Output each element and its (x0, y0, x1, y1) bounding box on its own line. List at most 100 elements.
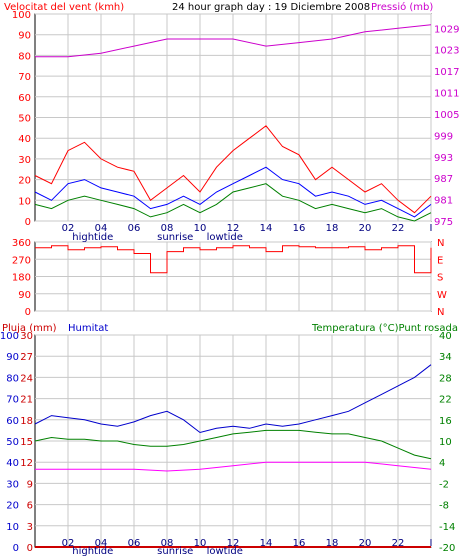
x-tick-label: 08 (161, 538, 174, 549)
y-tick-label-rain: 30 (20, 331, 33, 342)
tick-labels: 0102030405060708090100975981987993999100… (0, 10, 459, 556)
y-tick-label-wind: 50 (18, 114, 31, 125)
y-tick-label-wind: 40 (18, 134, 31, 145)
x-annotation-label: sunrise (157, 232, 193, 243)
y-tick-label-pressure: 1017 (434, 67, 459, 78)
x-tick-label: 10 (194, 223, 207, 234)
x-tick-label: 04 (95, 223, 108, 234)
y-tick-label-temperature: 34 (439, 352, 452, 363)
y-tick-label-direction: 360 (12, 238, 31, 249)
y-tick-label-wind: 30 (18, 155, 31, 166)
y-tick-label-temperature: -20 (439, 543, 455, 554)
y-tick-label-pressure: 1023 (434, 46, 459, 57)
series-direction (35, 245, 432, 274)
y-tick-label-humidity: 70 (6, 395, 19, 406)
y-tick-label-direction: 0 (25, 307, 31, 318)
x-tick-label: 16 (293, 538, 306, 549)
y-tick-label-pressure: 993 (434, 153, 453, 164)
x-tick-label: 06 (128, 538, 141, 549)
x-tick-label: 02 (62, 538, 75, 549)
y-tick-label-pressure: 1011 (434, 89, 459, 100)
series-pressure (35, 24, 432, 58)
series-average (34, 166, 432, 218)
y-tick-label-wind: 70 (18, 72, 31, 83)
y-tick-label-rain: 9 (27, 479, 33, 490)
x-tick-label: 08 (161, 223, 174, 234)
x-tick-label: 16 (293, 223, 306, 234)
y-tick-label-wind: 90 (18, 31, 31, 42)
y-tick-label-temperature: 40 (439, 331, 452, 342)
x-annotation-label: lowtide (207, 232, 243, 243)
series-temperature (34, 429, 432, 460)
y-tick-label-temperature: -14 (439, 522, 455, 533)
x-annotation-label: hightide (72, 546, 113, 556)
y-tick-label-humidity: 60 (6, 416, 19, 427)
x-tick-label: 22 (392, 223, 405, 234)
y-tick-label-temperature: 16 (439, 416, 452, 427)
series-low (34, 183, 432, 222)
y-tick-label-pressure: 975 (434, 217, 453, 228)
x-annotation-label: lowtide (207, 546, 243, 556)
y-tick-label-pressure: 1029 (434, 24, 459, 35)
y-tick-label-temperature: 28 (439, 373, 452, 384)
series-humidity (34, 364, 432, 434)
x-tick-label: 06 (128, 223, 141, 234)
y-tick-label-humidity: 30 (6, 479, 19, 490)
y-tick-label-humidity: 20 (6, 501, 19, 512)
y-tick-label-rain: 12 (20, 458, 33, 469)
y-tick-label-humidity: 90 (6, 352, 19, 363)
x-tick-label: I (430, 223, 433, 234)
x-tick-label: 12 (227, 538, 240, 549)
temperature-dewpoint-label: Temperatura (°C)Punt rosada (311, 323, 458, 334)
pressure-axis-label: Pressió (mb) (371, 1, 433, 13)
y-tick-label-humidity: 100 (0, 331, 19, 342)
y-tick-label-wind: 80 (18, 51, 31, 62)
series-gust (34, 125, 432, 214)
x-tick-label: 14 (260, 223, 273, 234)
y-tick-label-rain: 3 (27, 522, 33, 533)
y-tick-label-temperature: -2 (439, 479, 449, 490)
x-tick-label: 02 (62, 223, 75, 234)
y-tick-label-wind: 60 (18, 93, 31, 104)
x-tick-label: 12 (227, 223, 240, 234)
y-tick-label-humidity: 40 (6, 458, 19, 469)
y-tick-label-humidity: 50 (6, 437, 19, 448)
y-tick-label-compass: W (437, 290, 447, 301)
y-tick-label-rain: 18 (20, 416, 33, 427)
series-dewpoint (35, 461, 432, 472)
y-tick-label-rain: 15 (20, 437, 33, 448)
y-tick-label-pressure: 1005 (434, 110, 459, 121)
rain-axis-label: Pluja (mm) (2, 323, 57, 334)
y-tick-label-wind: 100 (12, 10, 31, 21)
x-tick-label: 18 (326, 538, 339, 549)
x-tick-label: 22 (392, 538, 405, 549)
y-tick-label-rain: 0 (27, 543, 33, 554)
y-tick-label-pressure: 999 (434, 131, 453, 142)
y-tick-label-humidity: 80 (6, 373, 19, 384)
x-tick-label: 20 (359, 223, 372, 234)
y-tick-label-temperature: -8 (439, 501, 449, 512)
y-tick-label-wind: 0 (25, 217, 31, 228)
y-tick-label-compass: S (437, 273, 443, 284)
grid-lines (35, 13, 432, 548)
y-tick-label-wind: 10 (18, 196, 31, 207)
y-tick-label-rain: 6 (27, 501, 33, 512)
y-tick-label-pressure: 987 (434, 174, 453, 185)
x-tick-label: 10 (194, 538, 207, 549)
chart-title: 24 hour graph day : 19 Diciembre 2008 (172, 2, 370, 13)
x-tick-label: 18 (326, 223, 339, 234)
y-tick-label-pressure: 981 (434, 196, 453, 207)
y-tick-label-temperature: 10 (439, 437, 452, 448)
x-tick-label: I (430, 538, 433, 549)
y-tick-label-compass: N (437, 238, 444, 249)
y-tick-label-rain: 24 (20, 373, 33, 384)
y-tick-label-direction: 270 (12, 255, 31, 266)
y-tick-label-temperature: 22 (439, 395, 452, 406)
wind-axis-label: Velocitat del vent (kmh) (4, 2, 124, 13)
x-tick-label: 04 (95, 538, 108, 549)
y-tick-label-rain: 21 (20, 395, 33, 406)
y-tick-label-direction: 90 (18, 290, 31, 301)
y-tick-label-humidity: 0 (13, 543, 19, 554)
